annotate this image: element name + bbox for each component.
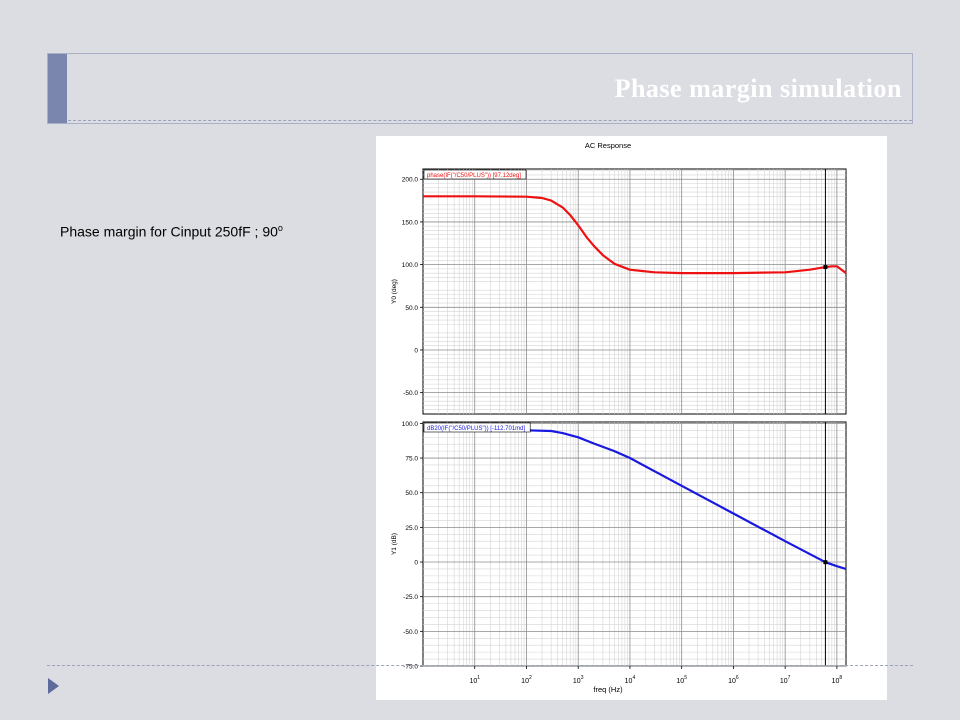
y-tick-label: 150.0 bbox=[402, 219, 419, 226]
x-tick-label: 108 bbox=[832, 675, 843, 685]
y-tick-label: 75.0 bbox=[405, 456, 418, 463]
footer-divider bbox=[47, 665, 913, 666]
y-tick-label: -50.0 bbox=[403, 390, 418, 397]
legend-entry: dB20(IF("/C50/PLUS")) [-112.701md] bbox=[427, 426, 526, 432]
y-tick-label: 100.0 bbox=[402, 421, 419, 428]
y-tick-label: 0 bbox=[414, 347, 418, 354]
y-tick-label: 25.0 bbox=[405, 525, 418, 532]
ac-response-chart: AC Response 200.0 150.0 100.0 50.0 0 -50.0 Y0 … bbox=[391, 141, 847, 694]
x-tick-label: 107 bbox=[780, 675, 791, 685]
phase-panel: 200.0 150.0 100.0 50.0 0 -50.0 Y0 (deg) phase(I… bbox=[391, 168, 847, 415]
caption-text: Phase margin for Cinput 250fF ; 90 bbox=[60, 223, 278, 240]
x-tick-label: 101 bbox=[469, 675, 480, 685]
x-tick-label: 102 bbox=[521, 675, 532, 685]
x-tick-label: 103 bbox=[573, 675, 584, 685]
title-header: Phase margin simulation bbox=[47, 53, 913, 124]
y-tick-label: 50.0 bbox=[405, 490, 418, 497]
x-axis-label: freq (Hz) bbox=[593, 685, 623, 694]
header-divider bbox=[68, 120, 912, 121]
y-tick-label: 0 bbox=[414, 560, 418, 567]
cursor-marker bbox=[823, 560, 828, 565]
slide-caption: Phase margin for Cinput 250fF ; 90o bbox=[60, 223, 283, 240]
magnitude-panel: 100.0 75.0 50.0 25.0 0 -25.0 -50.0 -75.0 Y1 (dB)… bbox=[391, 421, 847, 671]
series-line bbox=[423, 429, 847, 571]
chart-title: AC Response bbox=[585, 141, 631, 150]
y-axis-label: Y0 (deg) bbox=[391, 279, 398, 304]
x-tick-label: 104 bbox=[625, 675, 636, 685]
legend-box bbox=[423, 422, 531, 433]
x-axis: 101 102 103 104 105 106 107 108 bbox=[469, 666, 842, 685]
x-tick-label: 105 bbox=[676, 675, 687, 685]
legend-entry: phase(IF("/C50/PLUS")) [97.12deg] bbox=[427, 173, 521, 179]
cursor-marker bbox=[823, 265, 828, 270]
legend-box bbox=[423, 169, 527, 180]
y-axis-label: Y1 (dB) bbox=[391, 533, 398, 555]
slide-title: Phase margin simulation bbox=[614, 74, 902, 103]
y-tick-label: 100.0 bbox=[402, 262, 419, 269]
y-tick-label: 200.0 bbox=[402, 177, 419, 184]
plot-area bbox=[422, 168, 847, 415]
y-tick-label: 50.0 bbox=[405, 305, 418, 312]
x-tick-label: 106 bbox=[728, 675, 739, 685]
plot-window: AC Response 200.0 150.0 100.0 50.0 0 -50.0 Y0 … bbox=[376, 136, 887, 700]
bullet-arrow-icon bbox=[48, 678, 59, 694]
header-accent-bar bbox=[48, 54, 67, 123]
y-tick-label: -50.0 bbox=[403, 629, 418, 636]
series-line bbox=[423, 195, 847, 275]
y-tick-label: -25.0 bbox=[403, 594, 418, 601]
degree-superscript: o bbox=[277, 223, 283, 233]
y-tick-label: -75.0 bbox=[403, 664, 418, 671]
